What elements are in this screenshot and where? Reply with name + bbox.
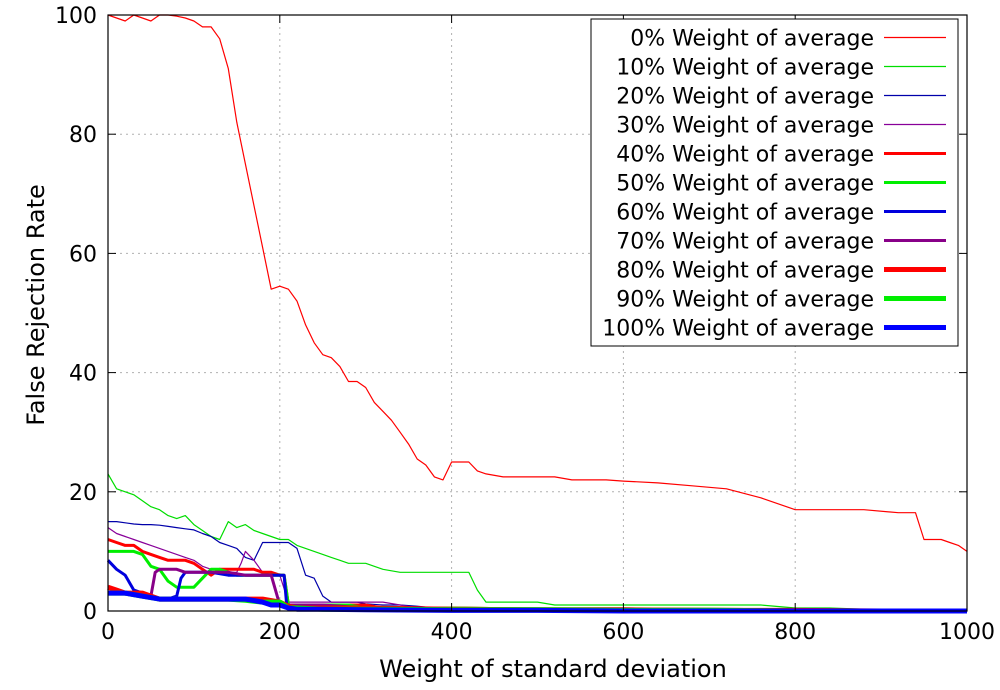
y-axis-label: False Rejection Rate [22, 184, 50, 426]
legend-item: 40% Weight of average [616, 143, 946, 168]
legend-item: 60% Weight of average [616, 201, 946, 226]
legend-item: 50% Weight of average [616, 172, 946, 197]
legend-item: 0% Weight of average [630, 27, 946, 52]
x-axis-label: Weight of standard deviation [379, 655, 727, 683]
legend-item: 90% Weight of average [616, 288, 946, 313]
legend: 0% Weight of average 10% Weight of averag… [590, 18, 959, 347]
x-axis-ticks: 0 200 400 600 800 1000 [101, 15, 995, 645]
legend-label: 50% Weight of average [616, 172, 874, 197]
y-tick-label: 40 [69, 362, 97, 387]
legend-box [590, 18, 959, 347]
legend-label: 100% Weight of average [602, 317, 874, 342]
legend-label: 30% Weight of average [616, 114, 874, 139]
series-line-0pct [107, 14, 968, 552]
y-tick-label: 80 [69, 123, 97, 148]
x-tick-label: 0 [101, 620, 115, 645]
legend-label: 20% Weight of average [616, 85, 874, 110]
legend-label: 0% Weight of average [630, 27, 874, 52]
legend-item: 100% Weight of average [602, 317, 946, 342]
legend-label: 10% Weight of average [616, 56, 874, 81]
legend-label: 80% Weight of average [616, 259, 874, 284]
x-tick-label: 800 [774, 620, 816, 645]
legend-label: 60% Weight of average [616, 201, 874, 226]
legend-item: 20% Weight of average [616, 85, 946, 110]
legend-item: 30% Weight of average [616, 114, 946, 139]
y-axis-ticks: 0 20 40 60 80 100 [55, 4, 967, 625]
x-tick-label: 400 [431, 620, 473, 645]
legend-label: 70% Weight of average [616, 230, 874, 255]
legend-item: 70% Weight of average [616, 230, 946, 255]
y-tick-label: 100 [55, 4, 97, 29]
legend-label: 90% Weight of average [616, 288, 874, 313]
x-tick-label: 600 [602, 620, 644, 645]
legend-label: 40% Weight of average [616, 143, 874, 168]
x-tick-label: 1000 [939, 620, 995, 645]
series-line-10pct [107, 473, 968, 612]
x-tick-label: 200 [259, 620, 301, 645]
legend-item: 80% Weight of average [616, 259, 946, 284]
y-tick-label: 0 [83, 600, 97, 625]
y-tick-label: 20 [69, 481, 97, 506]
plot-frame [107, 14, 968, 612]
legend-item: 10% Weight of average [616, 56, 946, 81]
y-tick-label: 60 [69, 242, 97, 267]
